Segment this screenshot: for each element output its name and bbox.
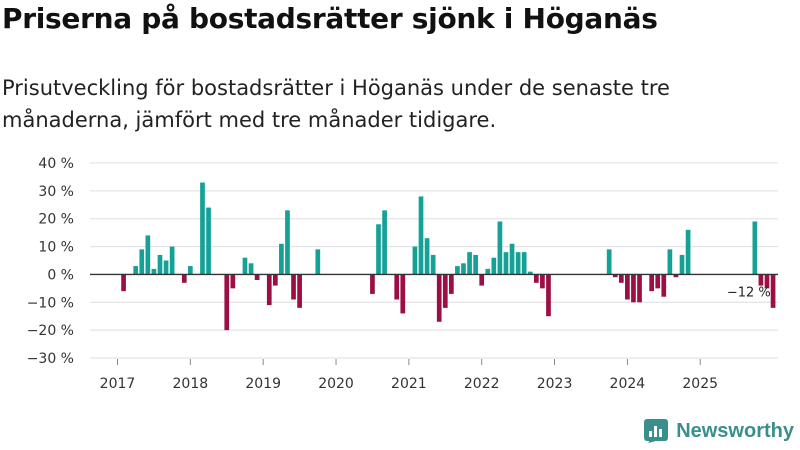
bar — [285, 210, 290, 275]
bar — [436, 274, 442, 322]
bar — [272, 274, 278, 286]
bar — [442, 274, 448, 308]
bar — [370, 274, 375, 294]
bar — [606, 249, 612, 275]
y-tick-label: 0 % — [47, 267, 74, 283]
bar — [151, 268, 157, 275]
bar — [139, 249, 145, 275]
bar — [254, 274, 260, 280]
y-tick-label: 40 % — [38, 156, 74, 172]
y-tick-label: 20 % — [38, 212, 74, 228]
bar — [455, 266, 460, 275]
x-tick-label: 2023 — [537, 376, 573, 392]
bar — [230, 274, 236, 289]
bar — [679, 254, 685, 275]
x-tick-label: 2025 — [682, 376, 718, 392]
bar — [497, 221, 503, 275]
y-tick-label: −30 % — [27, 351, 74, 367]
bar — [291, 274, 296, 300]
bar — [661, 274, 667, 297]
bar — [133, 266, 139, 275]
bar — [242, 257, 248, 275]
y-tick-label: −20 % — [27, 323, 74, 339]
bar — [637, 274, 642, 303]
bar — [509, 243, 515, 275]
bar — [376, 224, 381, 275]
chart-subtitle: Prisutveckling för bostadsrätter i Högan… — [2, 76, 670, 132]
bar — [206, 207, 211, 275]
x-tick-label: 2021 — [391, 376, 427, 392]
y-tick-label: 30 % — [38, 184, 74, 200]
brand-logo: Newsworthy — [643, 418, 794, 444]
x-tick-label: 2022 — [464, 376, 500, 392]
bar — [412, 246, 418, 275]
bar — [163, 260, 169, 275]
bar — [503, 252, 509, 275]
bar — [527, 271, 533, 275]
bar — [449, 274, 454, 294]
y-tick-label: 10 % — [38, 240, 74, 256]
bar — [546, 274, 551, 317]
bar — [752, 221, 758, 275]
x-tick-label: 2019 — [245, 376, 281, 392]
bar — [655, 274, 661, 289]
newsworthy-logo-icon — [644, 419, 669, 443]
bar — [157, 254, 163, 275]
bar — [685, 229, 691, 275]
bar — [479, 274, 485, 286]
bar — [473, 254, 478, 275]
bar — [200, 182, 205, 275]
bar — [145, 235, 151, 275]
bar — [418, 196, 424, 275]
bar — [667, 249, 673, 275]
annotation-label: −12 % — [727, 285, 771, 300]
bar — [770, 274, 776, 308]
bar — [169, 246, 175, 275]
bar — [382, 210, 387, 275]
x-tick-label: 2018 — [173, 376, 209, 392]
x-tick-label: 2020 — [318, 376, 354, 392]
bar — [540, 274, 545, 289]
y-tick-label: −10 % — [27, 295, 74, 311]
bar — [400, 274, 406, 314]
bar — [430, 254, 436, 275]
bar — [618, 274, 624, 283]
bar — [673, 274, 679, 278]
bar — [631, 274, 636, 303]
x-tick-label: 2024 — [610, 376, 646, 392]
bar — [625, 274, 630, 300]
bar — [266, 274, 272, 306]
bar — [181, 274, 187, 283]
bar — [467, 252, 472, 275]
brand-name: Newsworthy — [676, 419, 794, 442]
bar — [315, 249, 321, 275]
bar — [758, 274, 764, 286]
bar — [491, 257, 497, 275]
bar — [224, 274, 230, 331]
bar — [297, 274, 302, 308]
chart-title: Priserna på bostadsrätter sjönk i Höganä… — [2, 2, 658, 35]
bar — [121, 274, 126, 292]
bar — [248, 263, 254, 275]
bar — [649, 274, 655, 292]
bar — [485, 268, 491, 275]
bar — [533, 274, 539, 283]
x-tick-label: 2017 — [100, 376, 136, 392]
bar — [764, 274, 770, 289]
bar — [612, 274, 618, 278]
bar — [279, 243, 284, 275]
bar — [187, 266, 193, 275]
bar — [515, 252, 521, 275]
bar — [521, 252, 527, 275]
bar — [461, 263, 466, 275]
bar — [424, 238, 430, 275]
bar — [394, 274, 400, 300]
